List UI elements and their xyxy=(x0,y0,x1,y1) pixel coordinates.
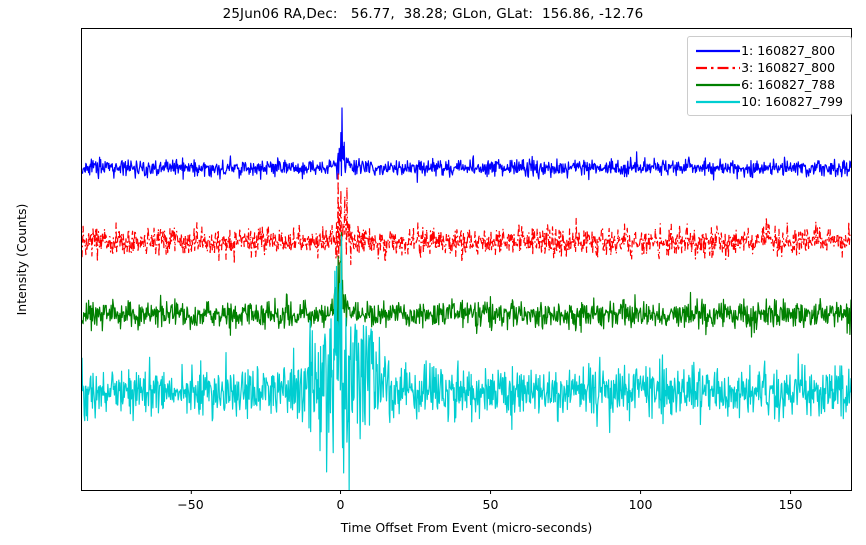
x-tick-label: 150 xyxy=(779,489,802,512)
trace-1 xyxy=(82,107,851,183)
data-traces xyxy=(82,107,851,490)
legend-table: 1: 160827_800 3: 160827_800 6: 160827_788 1… xyxy=(695,42,843,110)
x-tick-mark xyxy=(490,489,492,494)
legend-item[interactable]: 6: 160827_788 xyxy=(695,76,843,93)
legend: 1: 160827_800 3: 160827_800 6: 160827_788 1… xyxy=(687,36,852,116)
trace-3 xyxy=(82,232,851,338)
x-tick-label: −50 xyxy=(177,489,204,512)
legend-label: 1: 160827_800 xyxy=(741,43,836,58)
legend-label: 3: 160827_800 xyxy=(741,60,836,75)
trace-2 xyxy=(82,173,851,266)
plot-title: 25Jun06 RA,Dec: 56.77, 38.28; GLon, GLat… xyxy=(222,6,644,22)
legend-item[interactable]: 10: 160827_799 xyxy=(695,93,843,110)
y-axis-label: Intensity (Counts) xyxy=(14,203,29,316)
legend-item[interactable]: 1: 160827_800 xyxy=(695,42,843,59)
legend-swatch xyxy=(695,76,741,93)
x-tick-label: 100 xyxy=(629,489,652,512)
x-tick-mark xyxy=(790,489,792,494)
legend-swatch xyxy=(695,59,741,76)
legend-swatch xyxy=(695,93,741,110)
x-axis-label: Time Offset From Event (micro-seconds) xyxy=(340,520,593,535)
legend-item[interactable]: 3: 160827_800 xyxy=(695,59,843,76)
x-tick-label: 50 xyxy=(483,489,498,512)
x-tick-mark xyxy=(190,489,192,494)
legend-label: 6: 160827_788 xyxy=(741,77,836,92)
legend-swatch xyxy=(695,42,741,59)
trace-4 xyxy=(82,235,851,490)
x-tick-mark xyxy=(640,489,642,494)
x-tick-mark xyxy=(340,489,342,494)
x-tick-label: 0 xyxy=(337,489,344,512)
legend-label: 10: 160827_799 xyxy=(741,94,843,109)
